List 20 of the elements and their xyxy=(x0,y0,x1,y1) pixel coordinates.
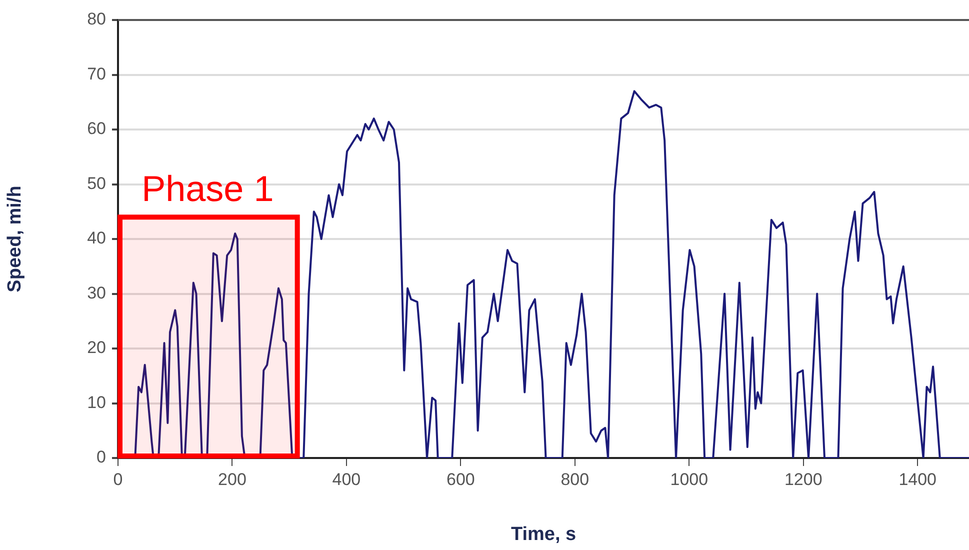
y-tick-label: 50 xyxy=(87,174,106,193)
y-tick-label: 80 xyxy=(87,10,106,29)
x-tick-label: 1200 xyxy=(784,470,822,489)
y-tick-label: 20 xyxy=(87,338,106,358)
x-tick-label: 600 xyxy=(446,470,475,489)
x-tick-label: 400 xyxy=(332,470,361,489)
x-axis-title: Time, s xyxy=(510,524,576,545)
band-label: Phase 1 xyxy=(142,168,274,210)
x-tick-label: 0 xyxy=(113,470,123,489)
y-tick-label: 60 xyxy=(87,119,106,138)
x-tick-label: 200 xyxy=(218,470,246,489)
y-axis-title: Speed, mi/h xyxy=(4,186,26,292)
y-tick-label: 0 xyxy=(96,448,106,467)
y-tick-label: 40 xyxy=(87,228,106,248)
y-tick-label: 30 xyxy=(87,283,106,302)
x-tick-label: 800 xyxy=(560,470,590,489)
x-tick-label: 1000 xyxy=(670,470,708,489)
x-tick-label: 1400 xyxy=(898,470,937,489)
y-tick-label: 70 xyxy=(87,64,106,84)
y-tick-label: 10 xyxy=(87,392,106,412)
